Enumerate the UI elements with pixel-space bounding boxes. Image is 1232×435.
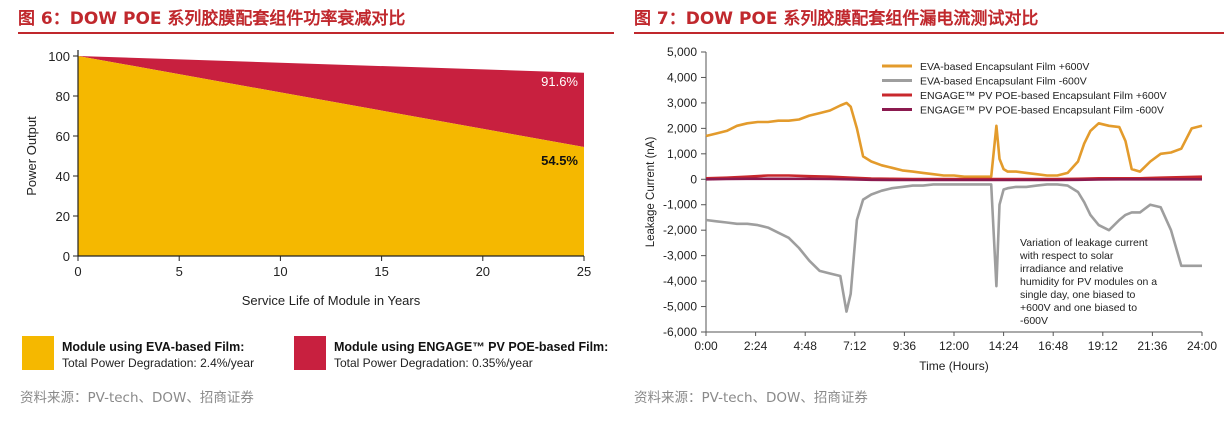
y-tick-label: 40 — [56, 169, 70, 184]
x-tick-label: 12:00 — [939, 339, 969, 353]
y-tick-label: 80 — [56, 89, 70, 104]
x-tick-label: 21:36 — [1137, 339, 1167, 353]
right-figure-title: 图 7：DOW POE 系列胶膜配套组件漏电流测试对比 — [634, 9, 1039, 29]
legend-label: ENGAGE™ PV POE-based Encapsulant Film -6… — [920, 105, 1164, 117]
eva-end-label: 54.5% — [541, 153, 578, 168]
legend-label: EVA-based Encapsulant Film -600V — [920, 76, 1087, 88]
x-tick-label: 20 — [476, 264, 490, 279]
annotation-line: Variation of leakage current — [1020, 237, 1148, 249]
y-tick-label: 100 — [48, 49, 70, 64]
x-tick-label: 0:00 — [694, 339, 718, 353]
legend-sublabel: Total Power Degradation: 2.4%/year — [62, 356, 254, 370]
x-tick-label: 15 — [374, 264, 388, 279]
annotation-line: +600V and one biased to — [1020, 302, 1137, 314]
eva-area — [78, 56, 584, 256]
legend-label: EVA-based Encapsulant Film +600V — [920, 61, 1089, 73]
y-tick-label: 3,000 — [667, 96, 697, 110]
right-title-rule — [634, 32, 1224, 34]
legend-swatch — [294, 336, 326, 370]
annotation-line: irradiance and relative — [1020, 263, 1123, 275]
x-tick-label: 14:24 — [989, 339, 1019, 353]
x-tick-label: 5 — [176, 264, 183, 279]
annotation-line: with respect to solar — [1019, 250, 1114, 262]
x-tick-label: 4:48 — [794, 339, 818, 353]
x-tick-label: 24:00 — [1187, 339, 1217, 353]
series-line-3 — [705, 177, 1202, 182]
y-tick-label: -4,000 — [663, 274, 697, 288]
legend-label: Module using EVA-based Film: — [62, 340, 244, 354]
x-axis-title: Service Life of Module in Years — [242, 293, 421, 308]
annotation-line: single day, one biased to — [1020, 289, 1136, 301]
x-tick-label: 16:48 — [1038, 339, 1068, 353]
y-tick-label: 20 — [56, 209, 70, 224]
y-axis-title: Power Output — [24, 116, 39, 196]
y-tick-label: -5,000 — [663, 300, 697, 314]
legend-sublabel: Total Power Degradation: 0.35%/year — [334, 356, 533, 370]
y-tick-label: 60 — [56, 129, 70, 144]
x-tick-label: 9:36 — [893, 339, 917, 353]
series-line-0 — [705, 101, 1203, 178]
y-tick-label: 5,000 — [667, 45, 697, 59]
y-axis-title: Leakage Current (nA) — [645, 137, 657, 248]
legend-label: Module using ENGAGE™ PV POE-based Film: — [334, 340, 608, 354]
y-tick-label: -1,000 — [663, 198, 697, 212]
right-source-note: 资料来源：PV-tech、DOW、招商证券 — [634, 390, 868, 406]
legend-label: ENGAGE™ PV POE-based Encapsulant Film +6… — [920, 90, 1167, 102]
x-tick-label: 19:12 — [1088, 339, 1118, 353]
annotation-line: humidity for PV modules on a — [1020, 276, 1157, 288]
x-tick-label: 2:24 — [744, 339, 768, 353]
left-source-note: 资料来源：PV-tech、DOW、招商证券 — [20, 390, 254, 406]
x-tick-label: 25 — [577, 264, 591, 279]
x-axis-title: Time (Hours) — [919, 359, 989, 373]
legend-swatch — [22, 336, 54, 370]
x-tick-label: 7:12 — [843, 339, 867, 353]
y-tick-label: 2,000 — [667, 121, 697, 135]
annotation-line: -600V — [1020, 315, 1048, 327]
leakage-current-chart: 5,000 4,000 3,000 2,000 1,000 0 -1,000 -2,000 -3… — [645, 45, 1217, 373]
x-tick-label: 10 — [273, 264, 287, 279]
y-tick-label: 0 — [690, 172, 697, 186]
series-line-1 — [705, 183, 1202, 313]
y-tick-label: -6,000 — [663, 325, 697, 339]
left-figure-title: 图 6：DOW POE 系列胶膜配套组件功率衰减对比 — [18, 9, 406, 29]
poe-end-label: 91.6% — [541, 74, 578, 89]
y-tick-label: -3,000 — [663, 249, 697, 263]
annotation-text: Variation of leakage current with respect… — [1019, 237, 1157, 327]
y-tick-label: 1,000 — [667, 147, 697, 161]
y-tick-label: 4,000 — [667, 70, 697, 84]
power-output-chart: 0 20 40 60 80 100 0 5 10 15 20 25 Power Output Servic… — [22, 49, 608, 370]
y-tick-label: 0 — [63, 249, 70, 264]
left-title-rule — [18, 32, 614, 34]
y-tick-label: -2,000 — [663, 223, 697, 237]
x-tick-label: 0 — [74, 264, 81, 279]
